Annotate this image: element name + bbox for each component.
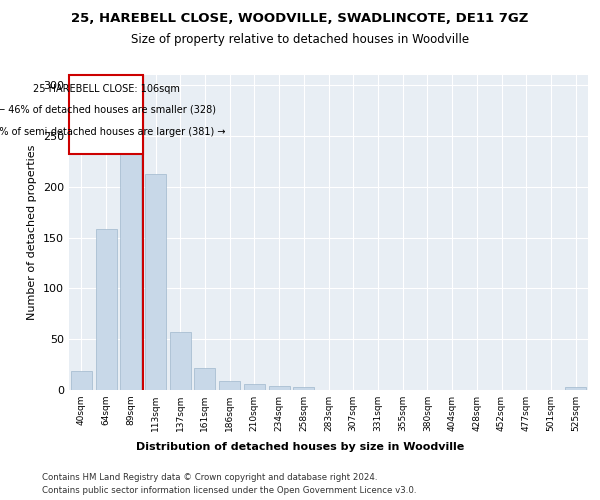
Bar (71, 370, 92, 390)
Text: ← 46% of detached houses are smaller (328): ← 46% of detached houses are smaller (32… (0, 104, 215, 114)
Text: Contains HM Land Registry data © Crown copyright and database right 2024.: Contains HM Land Registry data © Crown c… (42, 472, 377, 482)
Bar (219, 381, 240, 390)
Bar (145, 174, 166, 390)
Bar (194, 368, 215, 390)
Text: Contains public sector information licensed under the Open Government Licence v3: Contains public sector information licen… (42, 486, 416, 495)
Bar (69, 75, 143, 154)
Bar (244, 384, 265, 390)
Text: 54% of semi-detached houses are larger (381) →: 54% of semi-detached houses are larger (… (0, 126, 226, 136)
Bar (565, 387, 586, 390)
Text: Distribution of detached houses by size in Woodville: Distribution of detached houses by size … (136, 442, 464, 452)
Bar (269, 386, 290, 390)
Bar (95, 230, 116, 390)
Bar (170, 332, 191, 390)
Y-axis label: Number of detached properties: Number of detached properties (28, 145, 37, 320)
Text: Size of property relative to detached houses in Woodville: Size of property relative to detached ho… (131, 32, 469, 46)
Text: 25 HAREBELL CLOSE: 106sqm: 25 HAREBELL CLOSE: 106sqm (32, 84, 179, 94)
Bar (120, 152, 141, 390)
Text: 25, HAREBELL CLOSE, WOODVILLE, SWADLINCOTE, DE11 7GZ: 25, HAREBELL CLOSE, WOODVILLE, SWADLINCO… (71, 12, 529, 26)
Bar (293, 387, 314, 390)
